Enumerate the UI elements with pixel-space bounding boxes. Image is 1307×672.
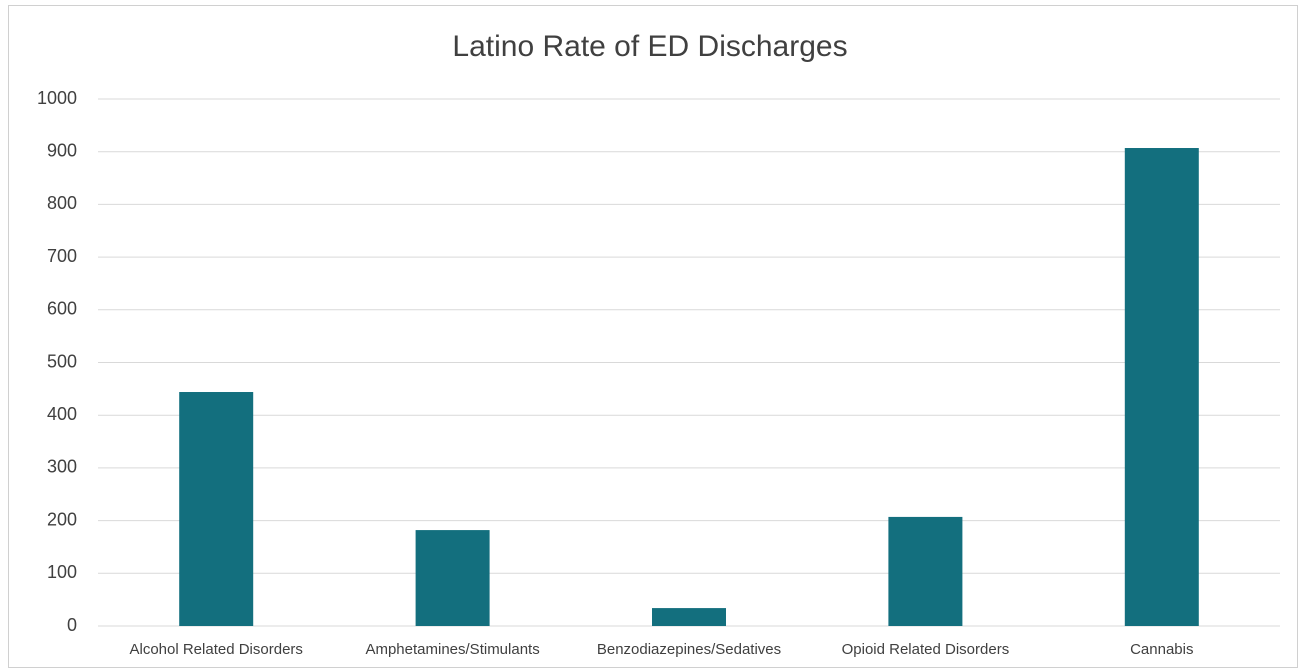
x-tick-label: Alcohol Related Disorders <box>129 641 302 658</box>
y-tick-label: 300 <box>47 457 77 477</box>
x-tick-label: Amphetamines/Stimulants <box>365 641 539 658</box>
y-tick-label: 0 <box>67 615 77 635</box>
bar <box>652 608 726 626</box>
y-tick-label: 200 <box>47 509 77 529</box>
y-tick-label: 100 <box>47 562 77 582</box>
bar <box>415 530 490 626</box>
bar <box>1124 148 1199 627</box>
y-tick-label: 500 <box>47 351 77 371</box>
x-tick-label: Cannabis <box>1130 641 1193 658</box>
y-tick-label: 700 <box>47 246 77 266</box>
bar <box>888 516 963 626</box>
y-tick-label: 1000 <box>37 88 77 108</box>
y-tick-label: 400 <box>47 404 77 424</box>
bar <box>179 392 254 626</box>
y-tick-label: 600 <box>47 299 77 319</box>
y-tick-label: 800 <box>47 193 77 213</box>
x-tick-label: Benzodiazepines/Sedatives <box>597 641 781 658</box>
y-tick-label: 900 <box>47 140 77 160</box>
x-tick-label: Opioid Related Disorders <box>842 641 1010 658</box>
chart-title: Latino Rate of ED Discharges <box>452 30 847 63</box>
